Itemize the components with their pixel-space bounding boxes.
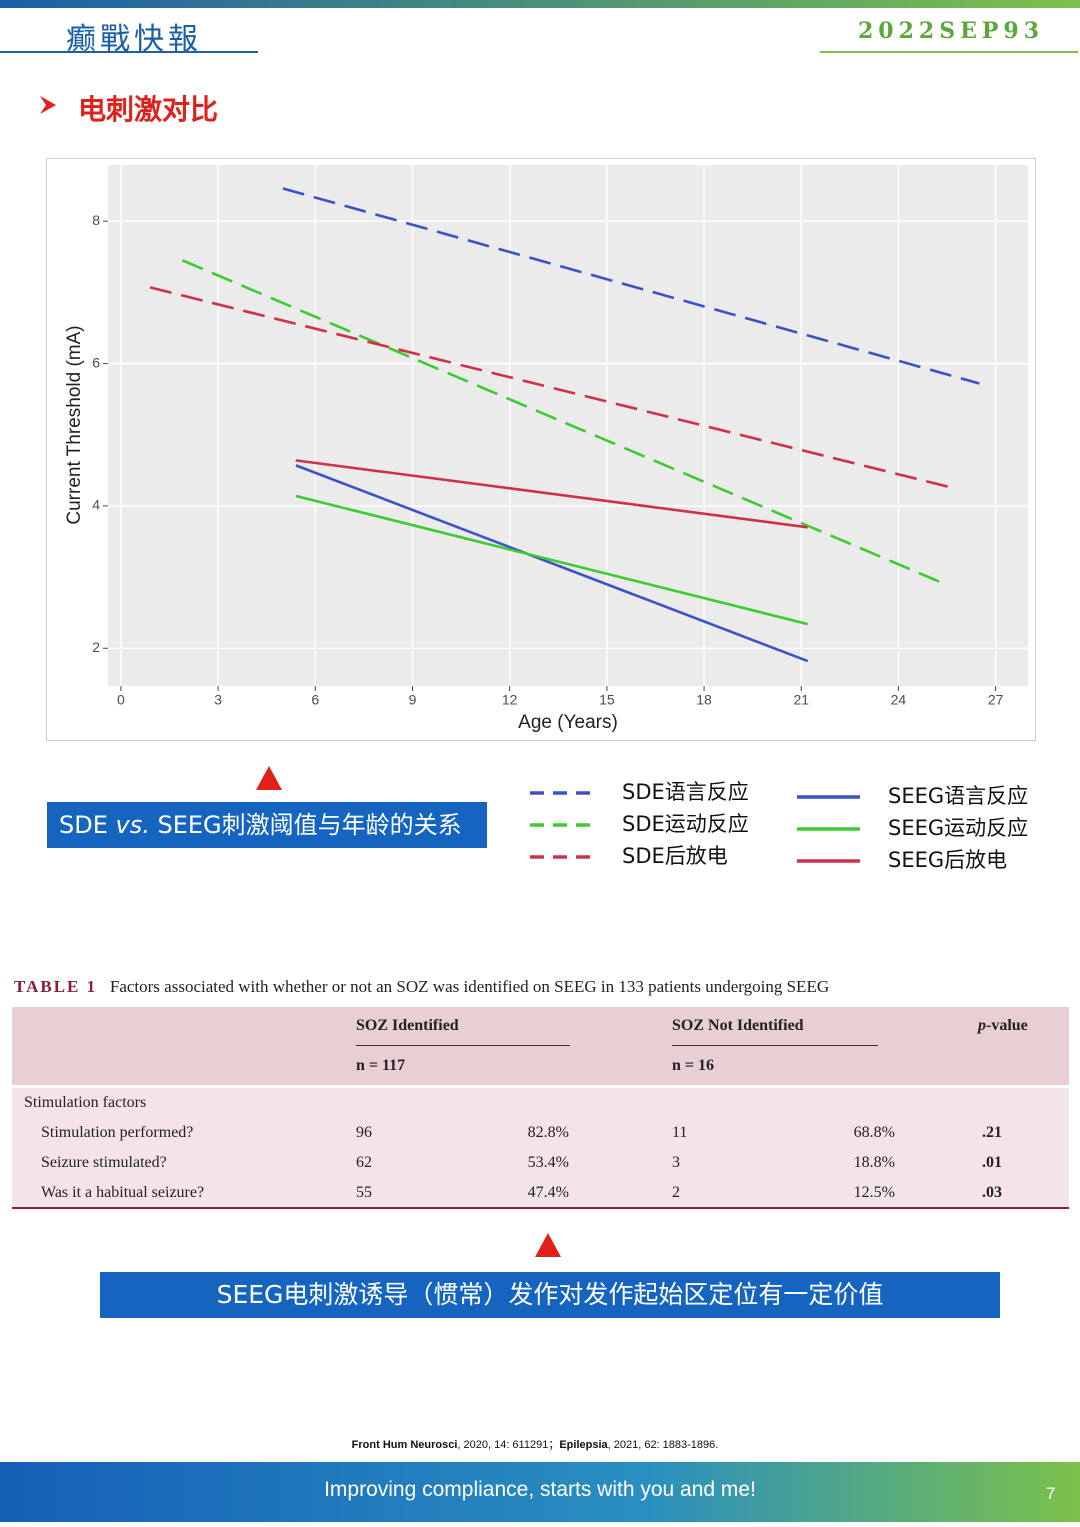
column-header: p-value	[978, 1017, 1028, 1035]
row-label: Seizure stimulated?	[41, 1154, 167, 1171]
page-number: 7	[1046, 1484, 1056, 1503]
x-tick-label: 3	[214, 692, 222, 708]
issue: 2022SEP93	[858, 18, 1045, 44]
table-cell: 11	[672, 1124, 688, 1141]
series-line	[295, 494, 809, 626]
table-cell: 3	[672, 1154, 680, 1171]
series-line	[295, 464, 809, 663]
chart-caption: SDE vs. SEEG刺激阈值与年龄的关系	[47, 802, 487, 848]
legend-label: SEEG后放电	[888, 848, 1007, 872]
row-label: Was it a habitual seizure?	[41, 1184, 205, 1201]
y-tick-label: 8	[92, 212, 100, 228]
table-cell: 96	[356, 1124, 372, 1141]
column-rule	[356, 1045, 570, 1046]
footer-bar	[0, 1462, 1080, 1522]
x-tick-label: 9	[409, 692, 417, 708]
table-cell: .01	[982, 1154, 1002, 1171]
p-rest: -value	[986, 1017, 1028, 1034]
x-tick-label: 0	[117, 692, 125, 708]
chart: Age (Years) Current Threshold (mA) 0 3 6 9 1…	[46, 158, 1036, 741]
table-cell: 82.8%	[527, 1124, 569, 1141]
legend-label: SEEG运动反应	[888, 816, 1028, 840]
series-line	[181, 259, 948, 587]
table-caption: TABLE 1 Factors associated with whether …	[14, 977, 829, 997]
column-header: SOZ Not Identified	[672, 1017, 804, 1034]
journal: Front Hum Neurosci	[351, 1439, 458, 1451]
x-tick-label: 27	[988, 692, 1004, 708]
table-cell: 2	[672, 1184, 680, 1201]
rule	[0, 51, 258, 53]
y-tick-label: 6	[92, 354, 100, 370]
legend-label: SEEG语言反应	[888, 784, 1028, 808]
x-tick-label: 15	[599, 692, 615, 708]
rule	[820, 51, 1078, 53]
table-label: TABLE 1	[14, 977, 98, 996]
table-cell: 12.5%	[853, 1184, 895, 1201]
pointer-triangle	[535, 1233, 561, 1257]
caption-text: SDE	[59, 811, 116, 839]
table-cell: 55	[356, 1184, 372, 1201]
legend-label: SDE运动反应	[622, 812, 749, 836]
table-cell: 62	[356, 1154, 372, 1171]
legend-label: SDE语言反应	[622, 780, 749, 804]
bullet-arrow	[40, 96, 56, 114]
table-cell: .21	[982, 1124, 1002, 1141]
p-italic: p	[978, 1017, 986, 1034]
conclusion-box: SEEG电刺激诱导（惯常）发作对发作起始区定位有一定价值	[100, 1272, 1000, 1318]
top-bar	[0, 0, 1080, 8]
row-label: Stimulation performed?	[41, 1124, 194, 1141]
table-rule	[12, 1207, 1069, 1209]
table-cell: 53.4%	[527, 1154, 569, 1171]
x-tick-label: 24	[891, 692, 907, 708]
journal: Epilepsia	[559, 1439, 608, 1451]
series-line	[149, 286, 958, 491]
series-line	[282, 187, 980, 385]
n-label: n = 16	[672, 1057, 715, 1074]
plot-panel	[108, 165, 1028, 686]
caption-text: SEEG刺激阈值与年龄的关系	[149, 811, 462, 839]
ref: , 2021, 62: 1883-1896.	[607, 1439, 719, 1451]
n-label: n = 117	[356, 1057, 406, 1074]
pointer-triangle	[256, 766, 282, 790]
citation: Front Hum Neurosci, 2020, 14: 611291；Epi…	[0, 1436, 1070, 1452]
table-cell: 18.8%	[853, 1154, 895, 1171]
caption-text: vs.	[115, 811, 150, 839]
slogan: Improving compliance, starts with you an…	[324, 1478, 756, 1501]
table-header-bg	[12, 1007, 1069, 1085]
legend-label: SDE后放电	[622, 844, 728, 868]
series-line	[295, 459, 808, 529]
x-tick-label: 12	[502, 692, 518, 708]
section-title: 电刺激对比	[78, 93, 219, 126]
legend: SDE语言反应 SDE运动反应 SDE后放电 SEEG语言反应 SEEG运动反应 SEEG…	[530, 780, 1028, 872]
table-cell: 47.4%	[527, 1184, 569, 1201]
x-axis-title: Age (Years)	[518, 712, 618, 733]
x-tick-label: 21	[793, 692, 809, 708]
row-group: Stimulation factors	[24, 1094, 147, 1111]
table-caption-text: Factors associated with whether or not a…	[109, 977, 830, 996]
table-body-bg	[12, 1088, 1069, 1208]
y-tick-label: 4	[92, 497, 100, 513]
table-cell: 68.8%	[853, 1124, 895, 1141]
y-axis-title: Current Threshold (mA)	[64, 325, 85, 524]
y-tick-label: 2	[92, 639, 100, 655]
ref: , 2020, 14: 611291；	[457, 1439, 560, 1451]
table-cell: .03	[982, 1184, 1002, 1201]
x-tick-label: 18	[696, 692, 712, 708]
column-header: SOZ Identified	[356, 1017, 459, 1034]
x-tick-label: 6	[311, 692, 319, 708]
column-rule	[672, 1045, 878, 1046]
